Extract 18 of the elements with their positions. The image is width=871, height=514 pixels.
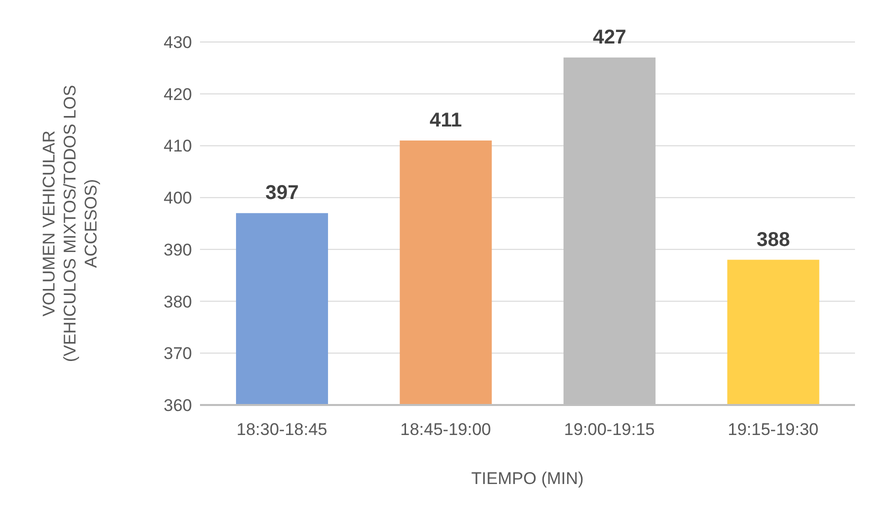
data-label: 427 [592,26,626,49]
y-tick-label: 390 [164,240,192,260]
x-tick-label: 18:45-19:00 [400,420,491,440]
y-tick-label: 370 [164,344,192,364]
y-tick-label: 380 [164,292,192,312]
x-tick-label: 19:00-19:15 [564,420,655,440]
y-tick-label: 430 [164,33,192,52]
y-axis-title: VOLUMEN VEHICULAR (VEHICULOS MIXTOS/TODOS LOS ACCESOS) [40,84,100,362]
x-tick-label: 19:15-19:30 [728,420,818,440]
y-tick-label: 410 [164,136,192,156]
data-label: 397 [265,182,299,204]
y-tick-label: 360 [164,396,192,416]
y-tick-label: 400 [164,188,192,208]
data-label: 411 [430,110,462,132]
y-tick-label: 420 [164,84,192,104]
x-axis-title: TIEMPO (MIN) [471,469,584,488]
data-label: 388 [756,228,790,251]
x-tick-label: 18:30-18:45 [236,420,328,440]
